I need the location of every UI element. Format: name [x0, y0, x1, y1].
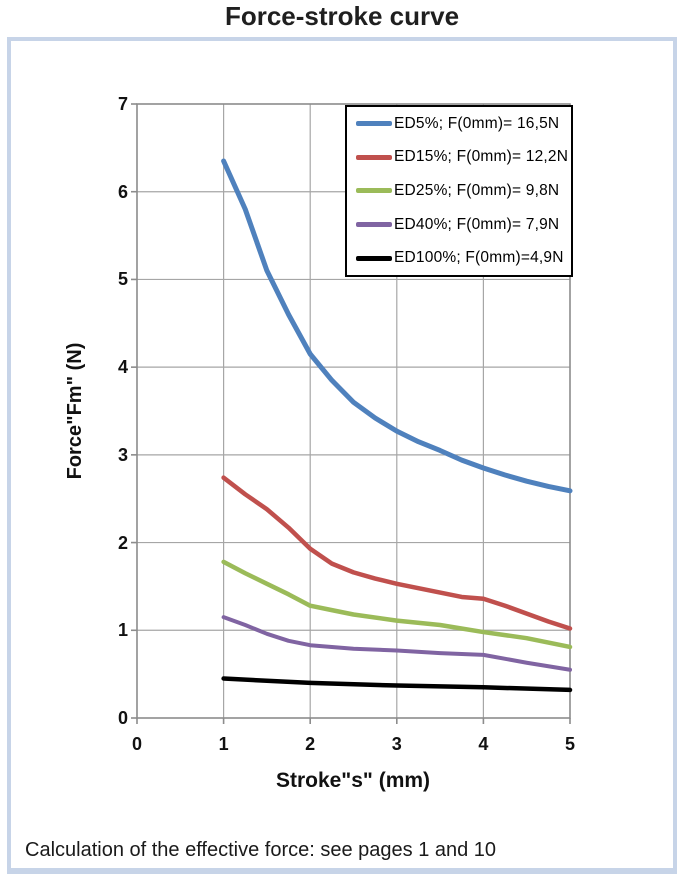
legend-label: ED5%; F(0mm)= 16,5N — [394, 114, 560, 132]
chart-frame: Force"Fm" (N) Stroke"s" (mm) ED5%; F(0mm… — [7, 37, 677, 874]
y-tick-label: 7 — [117, 94, 128, 114]
plot-area — [131, 103, 573, 724]
y-tick-label: 5 — [117, 269, 128, 290]
x-axis-title: Stroke"s" (mm) — [275, 769, 431, 792]
legend-label: ED25%; F(0mm)= 9,8N — [394, 181, 560, 199]
legend-line-swatch-ed5 — [356, 121, 392, 127]
x-tick-label: 4 — [478, 734, 489, 754]
y-tick-label: 1 — [117, 620, 128, 641]
legend-line-swatch-ed15 — [356, 154, 392, 160]
y-tick-label: 3 — [117, 444, 128, 465]
legend: ED5%; F(0mm)= 16,5N ED15%; F(0mm)= 12,2N… — [345, 105, 573, 277]
x-tick-label: 2 — [305, 734, 316, 754]
legend-label: ED40%; F(0mm)= 7,9N — [394, 215, 560, 233]
legend-line-swatch-ed40 — [356, 222, 392, 228]
y-tick-label: 6 — [117, 181, 128, 202]
chart-title: Force-stroke curve — [224, 1, 460, 31]
legend-line-swatch-ed100 — [356, 255, 392, 261]
y-tick-label: 0 — [117, 708, 128, 728]
legend-label: ED100%; F(0mm)=4,9N — [394, 249, 564, 267]
y-axis-title: Force"Fm" (N) — [64, 342, 86, 480]
legend-item-ed40: ED40%; F(0mm)= 7,9N — [347, 216, 571, 234]
series-line-ed40 — [221, 615, 572, 672]
y-tick-label: 2 — [117, 532, 128, 553]
series-line-ed25 — [221, 559, 573, 650]
x-tick-label: 0 — [131, 734, 142, 754]
footer-note: Calculation of the effective force: see … — [25, 839, 497, 861]
legend-item-ed5: ED5%; F(0mm)= 16,5N — [347, 115, 571, 133]
x-tick-label: 1 — [218, 734, 229, 754]
legend-item-ed25: ED25%; F(0mm)= 9,8N — [347, 182, 571, 200]
y-tick-label: 4 — [117, 357, 128, 378]
x-tick-label: 3 — [391, 734, 402, 754]
legend-item-ed100: ED100%; F(0mm)=4,9N — [347, 249, 571, 267]
series-line-ed15 — [221, 475, 573, 631]
legend-item-ed15: ED15%; F(0mm)= 12,2N — [347, 148, 571, 166]
series-line-ed5 — [221, 158, 573, 494]
legend-label: ED15%; F(0mm)= 12,2N — [394, 148, 569, 166]
series-line-ed100 — [221, 676, 573, 693]
plot-frame — [136, 103, 571, 719]
x-tick-label: 5 — [564, 734, 575, 754]
legend-line-swatch-ed25 — [356, 188, 392, 194]
